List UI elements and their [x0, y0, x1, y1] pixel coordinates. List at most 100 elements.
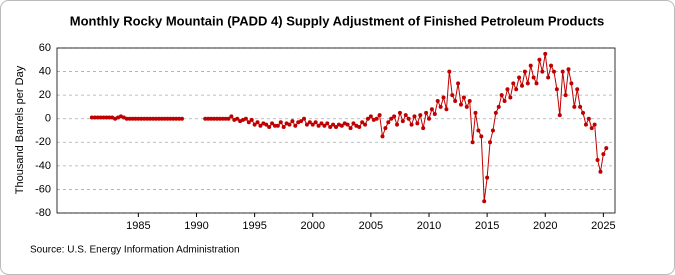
x-tick-label: 2000: [301, 220, 325, 232]
data-point: [554, 87, 559, 92]
data-point: [203, 116, 208, 121]
data-point: [95, 115, 100, 120]
data-point: [258, 123, 263, 128]
data-point: [383, 126, 388, 131]
data-point: [528, 63, 533, 68]
data-point: [174, 116, 179, 121]
y-tick-label: 60: [39, 42, 51, 54]
data-point: [572, 104, 577, 109]
data-point: [313, 120, 318, 125]
data-point: [223, 116, 228, 121]
data-point: [304, 122, 309, 127]
data-point: [281, 124, 286, 129]
data-point: [496, 104, 501, 109]
data-point: [380, 134, 385, 139]
data-point: [334, 124, 338, 129]
data-point: [255, 120, 260, 125]
data-point: [517, 75, 522, 80]
data-point: [403, 113, 408, 118]
data-point: [287, 122, 292, 127]
data-point: [397, 110, 402, 115]
data-point: [511, 81, 516, 86]
data-point: [514, 87, 519, 92]
data-point: [272, 123, 277, 128]
data-point: [479, 134, 484, 139]
data-point: [264, 122, 269, 127]
data-point: [520, 83, 524, 88]
data-point: [447, 69, 452, 74]
data-point: [502, 99, 507, 104]
data-point: [522, 69, 527, 74]
data-point: [470, 140, 475, 145]
data-point: [363, 122, 368, 127]
data-point: [209, 116, 214, 121]
data-point: [156, 116, 161, 121]
data-point: [499, 93, 504, 98]
data-point: [569, 81, 574, 86]
data-point: [148, 116, 152, 121]
data-point: [421, 126, 426, 131]
data-point: [482, 199, 487, 204]
data-point: [339, 123, 344, 128]
data-point: [368, 114, 373, 119]
data-point: [400, 119, 405, 124]
data-point: [357, 124, 362, 129]
data-point: [130, 116, 135, 121]
y-tick-label: -20: [35, 136, 51, 148]
data-point: [485, 175, 490, 180]
data-point: [331, 122, 336, 127]
data-point: [415, 121, 420, 126]
data-point: [348, 126, 353, 131]
data-point: [435, 99, 440, 104]
data-point: [171, 116, 176, 121]
data-point: [581, 110, 586, 115]
data-point: [246, 120, 251, 125]
data-point: [432, 112, 437, 116]
data-point: [586, 116, 591, 121]
x-tick-label: 1995: [242, 220, 266, 232]
data-point: [458, 102, 463, 107]
data-point: [549, 63, 554, 68]
data-point: [322, 123, 327, 128]
data-point: [328, 124, 333, 129]
data-point: [601, 152, 606, 157]
data-point: [578, 104, 583, 109]
data-point: [278, 120, 283, 125]
data-point: [456, 81, 461, 86]
data-point: [325, 121, 330, 126]
y-tick-label: 40: [39, 65, 51, 77]
data-point: [145, 116, 150, 121]
data-point: [235, 116, 240, 121]
data-point: [165, 116, 170, 121]
data-point: [377, 113, 382, 118]
source-note: Source: U.S. Energy Information Administ…: [30, 245, 240, 256]
data-point: [107, 115, 112, 120]
data-point: [290, 119, 295, 124]
data-point: [406, 116, 411, 121]
x-tick-label: 1990: [184, 220, 208, 232]
data-point: [139, 116, 144, 121]
data-point: [395, 122, 400, 127]
data-point: [392, 114, 397, 119]
data-point: [467, 99, 472, 104]
data-point: [179, 116, 184, 121]
data-point: [563, 93, 568, 98]
data-point: [531, 75, 536, 80]
y-tick-label: 0: [45, 113, 51, 125]
data-point: [252, 122, 257, 127]
data-point: [493, 110, 498, 115]
data-point: [508, 95, 513, 100]
data-point: [473, 110, 478, 115]
data-point: [438, 104, 443, 109]
data-point: [560, 69, 565, 74]
data-point: [453, 99, 458, 104]
data-point: [374, 116, 379, 121]
data-point: [177, 116, 182, 121]
data-point: [206, 116, 211, 121]
data-point: [464, 104, 469, 109]
data-point: [543, 51, 548, 56]
data-point: [142, 116, 147, 121]
data-point: [505, 87, 510, 92]
